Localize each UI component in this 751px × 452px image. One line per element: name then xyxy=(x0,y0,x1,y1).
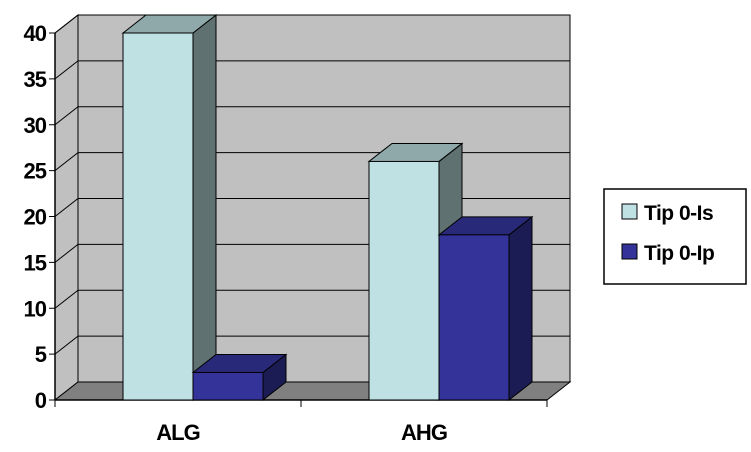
gridline xyxy=(54,60,570,80)
gridline xyxy=(54,14,570,34)
y-tick-label: 15 xyxy=(24,250,47,275)
gridline xyxy=(54,106,570,126)
legend: Tip 0-Is Tip 0-Ip xyxy=(603,188,747,285)
bars xyxy=(121,13,534,402)
y-tick-label: 40 xyxy=(24,21,47,46)
y-tick-label: 35 xyxy=(24,67,47,92)
bar-ahg-series-2 xyxy=(437,215,534,402)
legend-label: Tip 0-Ip xyxy=(644,242,714,265)
bar-alg-series-1 xyxy=(121,13,218,402)
axis-labels: 0 5 10 15 20 25 30 35 40 ALG AHG xyxy=(24,21,448,445)
y-tick-label: 20 xyxy=(24,205,47,230)
bar-side xyxy=(508,215,533,402)
bar-front xyxy=(192,371,264,401)
bar-front xyxy=(122,32,194,401)
legend-label: Tip 0-Is xyxy=(644,202,713,225)
x-tick-label: ALG xyxy=(156,420,199,445)
y-tick-label: 5 xyxy=(35,342,47,367)
legend-swatch xyxy=(621,243,638,260)
legend-swatch xyxy=(621,203,638,220)
bar-front xyxy=(368,160,440,401)
y-tick-label: 30 xyxy=(24,113,47,138)
bar-side xyxy=(192,13,217,402)
y-tick-label: 25 xyxy=(24,159,47,184)
bar-ahg-series-1 xyxy=(367,142,464,402)
bar-alg-series-2 xyxy=(191,353,288,402)
y-tick-label: 10 xyxy=(24,296,47,321)
bar-front xyxy=(438,234,510,401)
y-tick-label: 0 xyxy=(35,388,47,413)
x-tick-label: AHG xyxy=(401,420,447,445)
